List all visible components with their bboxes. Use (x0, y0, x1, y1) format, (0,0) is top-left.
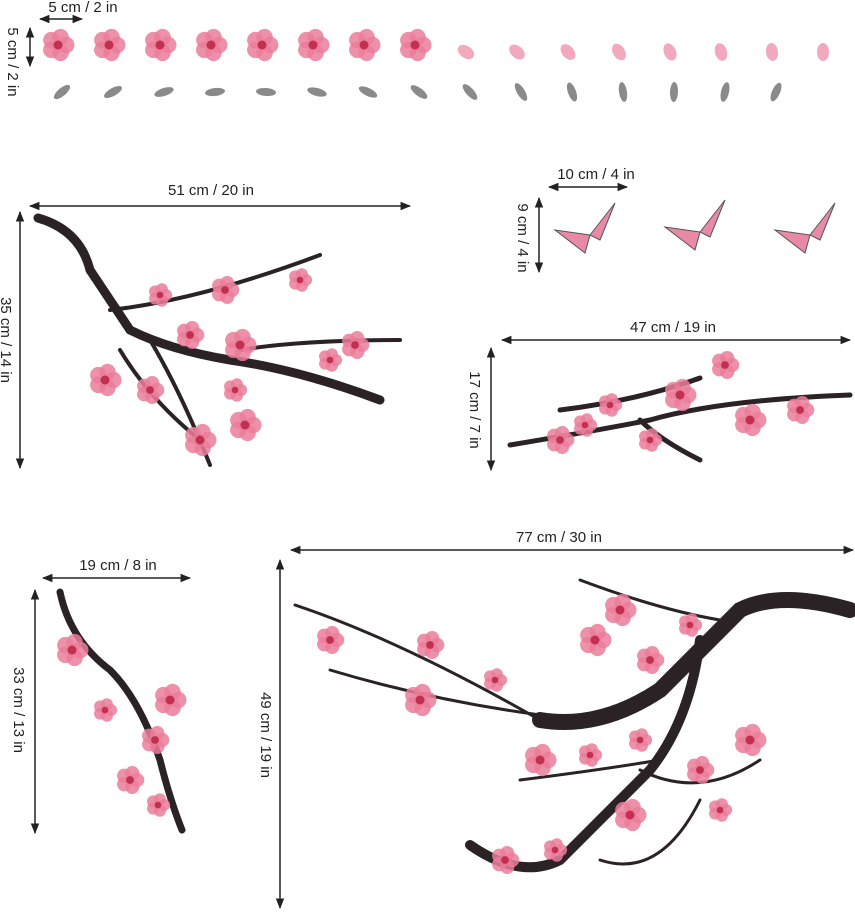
petal (457, 44, 475, 60)
blossom-center (625, 810, 635, 820)
leaf (205, 87, 225, 97)
branch (108, 253, 402, 467)
leaf (618, 82, 628, 102)
height-label: 17 cm / 7 in (466, 371, 483, 449)
petal (560, 44, 576, 60)
blossom-center (716, 806, 724, 814)
blossom-center (586, 751, 594, 759)
blossom-center (221, 286, 229, 294)
leaf (256, 87, 276, 97)
blossom-center (257, 40, 267, 50)
blossom-center (426, 641, 434, 649)
blossom-center (410, 40, 420, 50)
height-label: 9 cm / 4 in (514, 203, 531, 272)
blossom-center (53, 40, 63, 50)
blossom-center (491, 676, 499, 684)
butterfly (553, 202, 616, 254)
blossom-center (151, 736, 159, 744)
blossom-center (351, 341, 359, 349)
blossom-center (155, 40, 165, 50)
leaf (566, 82, 578, 102)
width-label: 10 cm / 4 in (557, 166, 635, 183)
blossom-center (100, 375, 110, 385)
blossom-center (551, 846, 559, 854)
blossom-center (590, 635, 600, 645)
branch (465, 635, 705, 873)
leaf (358, 86, 378, 98)
leaf (514, 83, 528, 101)
blossom-center (186, 331, 194, 339)
blossom-center (686, 621, 694, 629)
height-label: 35 cm / 14 in (0, 297, 14, 383)
blossom-center (326, 356, 334, 364)
blossom-center (146, 386, 154, 394)
blossom-center (696, 766, 704, 774)
butterfly (773, 202, 836, 254)
blossom-center (796, 406, 804, 414)
height-label: 49 cm / 19 in (257, 692, 274, 778)
blossom-center (195, 435, 205, 445)
blossom-center (156, 291, 164, 299)
blossom-center (206, 40, 216, 50)
leaf (462, 84, 478, 100)
leaf (669, 82, 679, 102)
blossom-center (101, 706, 109, 714)
leaf (410, 85, 428, 99)
blossom-center (556, 436, 564, 444)
petal (817, 43, 829, 61)
blossom-center (67, 645, 77, 655)
blossom-center (415, 695, 425, 705)
blossom-center (675, 390, 685, 400)
blossom-center (165, 695, 175, 705)
petal (663, 43, 677, 61)
blossom-center (240, 420, 250, 430)
petal (509, 44, 525, 60)
leaf (154, 87, 174, 97)
blossom-center (104, 40, 114, 50)
width-label: 19 cm / 8 in (79, 557, 157, 574)
blossom-center (745, 735, 755, 745)
blossom-center (646, 656, 654, 664)
butterfly (663, 199, 726, 251)
blossom-center (745, 415, 755, 425)
petal (612, 43, 626, 61)
leaf (307, 87, 327, 97)
branch (33, 213, 385, 405)
petal (765, 43, 779, 61)
leaf (720, 82, 730, 102)
blossom-center (646, 436, 654, 444)
width-label: 47 cm / 19 in (630, 319, 716, 336)
blossom-center (636, 736, 644, 744)
blossom-center (615, 605, 625, 615)
width-label: 77 cm / 30 in (516, 529, 602, 546)
blossom-center (231, 386, 239, 394)
blossom-center (581, 421, 589, 429)
blossom-center (126, 776, 134, 784)
blossom-center (154, 801, 162, 809)
blossom-center (721, 361, 729, 369)
leaf (770, 82, 782, 102)
blossom-center (535, 755, 545, 765)
width-label: 5 cm / 2 in (48, 0, 117, 16)
blossom-center (606, 401, 614, 409)
height-label: 5 cm / 2 in (4, 27, 21, 96)
blossom-center (296, 276, 304, 284)
leaf (104, 86, 122, 98)
blossom-center (501, 856, 509, 864)
leaf (53, 84, 71, 100)
blossom-center (359, 40, 369, 50)
width-label: 51 cm / 20 in (168, 182, 254, 199)
height-label: 33 cm / 13 in (10, 667, 27, 753)
blossom-center (308, 40, 318, 50)
illustrations (33, 28, 855, 874)
blossom-center (235, 340, 245, 350)
petal (714, 43, 728, 61)
blossom-center (326, 636, 334, 644)
